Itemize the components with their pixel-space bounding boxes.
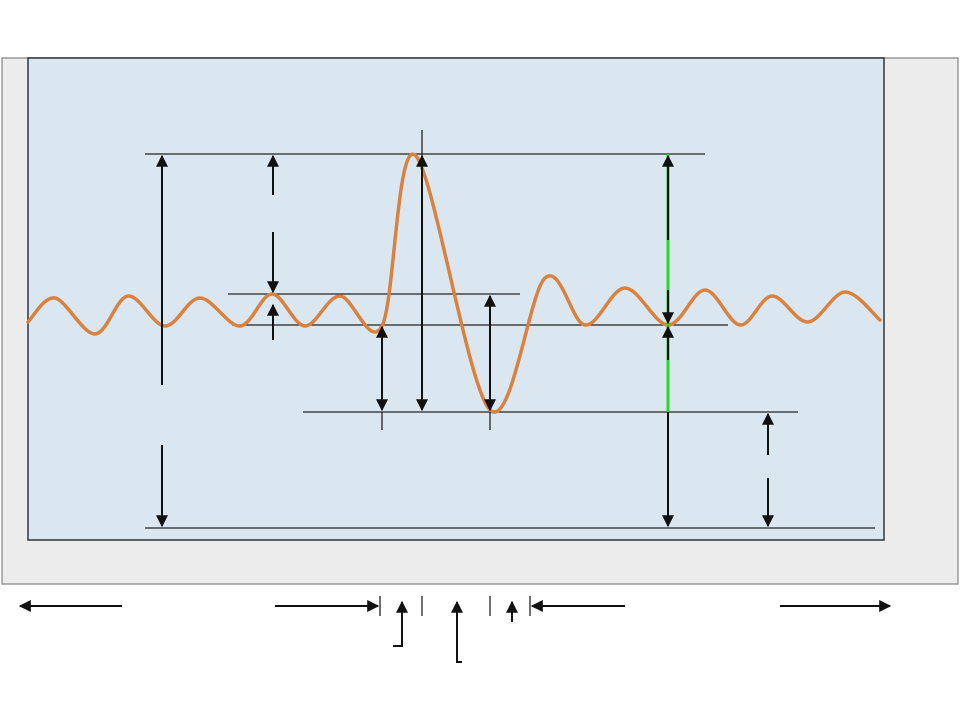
wave-curve bbox=[26, 152, 882, 414]
arrow bbox=[393, 600, 408, 647]
dimension-arrows bbox=[156, 154, 774, 528]
bottom-arrows bbox=[18, 596, 892, 663]
arrow bbox=[451, 600, 463, 663]
